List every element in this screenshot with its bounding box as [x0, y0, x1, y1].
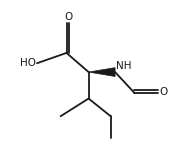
Text: O: O: [65, 12, 73, 22]
Text: O: O: [159, 87, 168, 97]
Text: NH: NH: [116, 61, 131, 71]
Polygon shape: [89, 68, 115, 76]
Text: HO: HO: [20, 58, 36, 68]
